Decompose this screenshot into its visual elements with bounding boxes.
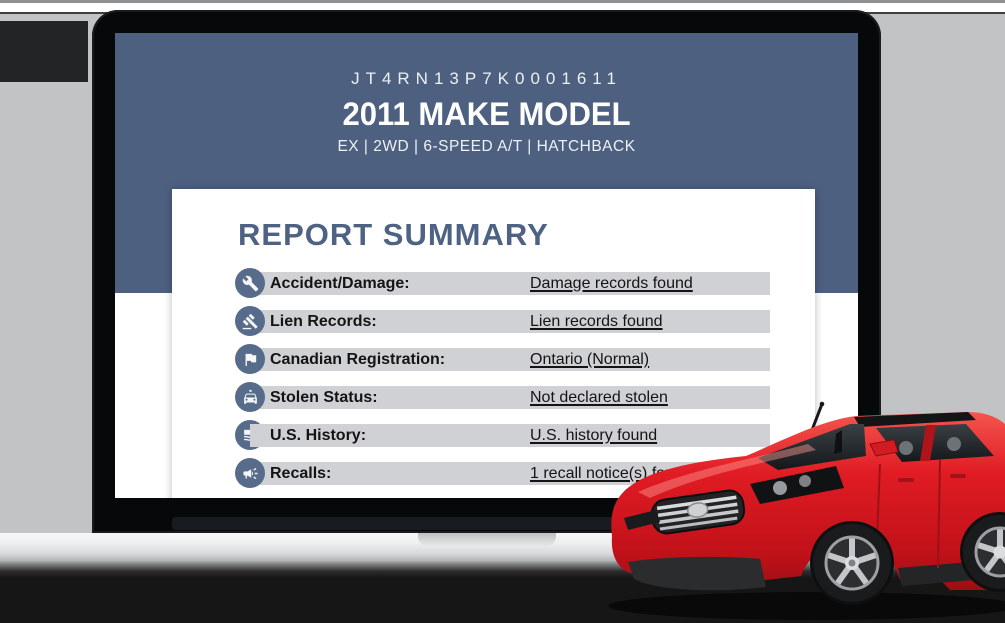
backdrop-top-edge	[0, 0, 1005, 3]
laptop-base-notch	[418, 533, 556, 547]
row-bar	[250, 272, 770, 295]
report-row-stolen-status: Stolen Status: Not declared stolen	[172, 382, 815, 412]
report-row-lien-records: Lien Records: Lien records found	[172, 306, 815, 336]
row-label: Canadian Registration:	[270, 351, 446, 368]
row-bar	[250, 310, 770, 333]
report-row-accident-damage: Accident/Damage: Damage records found	[172, 268, 815, 298]
row-bar	[250, 386, 770, 409]
report-card: REPORT SUMMARY Accident/Damage: Damage r…	[172, 189, 815, 498]
red-hatchback-car	[608, 401, 1005, 620]
backdrop-dark-corner	[0, 21, 88, 82]
megaphone-icon	[235, 458, 265, 488]
row-label: Stolen Status:	[270, 389, 378, 406]
wrench-icon	[235, 268, 265, 298]
row-bar	[250, 424, 770, 447]
police-car-icon	[235, 382, 265, 412]
vin-text: JT4RN13P7K0001611	[351, 69, 622, 88]
row-value-link[interactable]: Damage records found	[530, 275, 693, 292]
laptop-screen: JT4RN13P7K0001611 2011 MAKE MODEL EX | 2…	[115, 33, 858, 498]
row-label: Accident/Damage:	[270, 275, 410, 292]
row-value-link[interactable]: Not declared stolen	[530, 389, 668, 406]
vehicle-title: 2011 MAKE MODEL	[342, 96, 631, 132]
row-label: Lien Records:	[270, 313, 377, 330]
report-row-canadian-registration: Canadian Registration: Ontario (Normal)	[172, 344, 815, 374]
row-value-link[interactable]: Lien records found	[530, 313, 663, 330]
flag-icon	[235, 344, 265, 374]
row-bar	[250, 462, 770, 485]
row-label: U.S. History:	[270, 427, 367, 444]
gavel-icon	[235, 306, 265, 336]
row-value-link[interactable]: U.S. history found	[530, 427, 658, 444]
report-row-us-history: U.S. History: U.S. history found	[172, 420, 815, 450]
vehicle-trim-line: EX | 2WD | 6-SPEED A/T | HATCHBACK	[337, 138, 636, 155]
row-value-link[interactable]: Ontario (Normal)	[530, 351, 650, 368]
report-row-recalls: Recalls: 1 recall notice(s) found	[172, 458, 815, 488]
row-label: Recalls:	[270, 465, 332, 482]
row-bar	[250, 348, 770, 371]
report-summary-title: REPORT SUMMARY	[238, 217, 549, 252]
